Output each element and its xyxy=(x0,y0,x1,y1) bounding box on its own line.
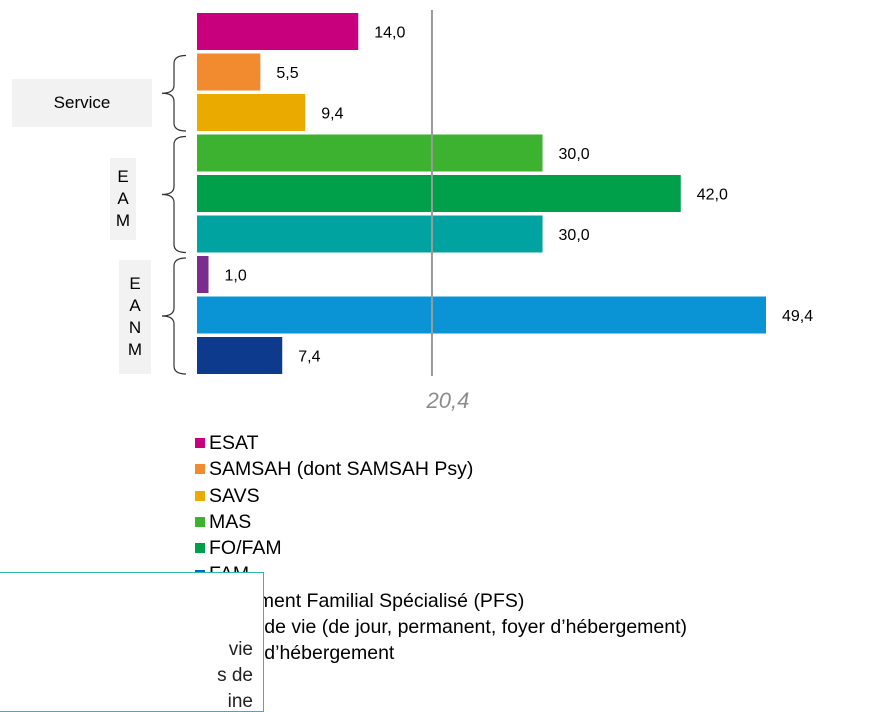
legend-item: ESAT xyxy=(195,430,687,456)
bar-mas xyxy=(197,135,543,172)
legend-item: SAVS xyxy=(195,483,687,509)
bar-foyer-d-h-bergement xyxy=(197,337,282,374)
reference-line-label: 20,4 xyxy=(426,388,470,413)
value-label: 49,4 xyxy=(782,308,813,325)
group-label-eam-letter: A xyxy=(117,188,128,210)
bar-esat xyxy=(197,13,358,50)
callout-text-line: vie xyxy=(229,639,253,661)
group-label-eanm-letter: A xyxy=(129,295,140,317)
chart-legend: ESAT SAMSAH (dont SAMSAH Psy) SAVS MAS FO/FA… xyxy=(195,430,687,667)
value-label: 7,4 xyxy=(298,349,320,366)
legend-item: FAM xyxy=(195,561,687,587)
legend-item: MAS xyxy=(195,509,687,535)
legend-swatch xyxy=(195,543,205,553)
group-label-eam-letter: M xyxy=(116,210,130,232)
legend-label: SAMSAH (dont SAMSAH Psy) xyxy=(209,456,473,482)
bar-samsah-dont-samsah-psy xyxy=(197,54,260,91)
group-label-eanm-letter: M xyxy=(128,339,142,361)
value-label: 5,5 xyxy=(276,65,298,82)
value-label: 30,0 xyxy=(559,227,590,244)
callout-text-line: ine xyxy=(228,691,253,712)
bar-savs xyxy=(197,94,305,131)
value-label: 42,0 xyxy=(697,187,728,204)
callout-text-line: s de xyxy=(217,665,253,687)
legend-label: MAS xyxy=(209,509,251,535)
brace-eam xyxy=(162,137,186,253)
legend-item: Placement Familial Spécialisé (PFS) xyxy=(195,588,687,614)
legend-swatch xyxy=(195,464,205,474)
group-braces xyxy=(162,56,186,375)
legend-label: SAVS xyxy=(209,483,260,509)
legend-item: FO/FAM xyxy=(195,535,687,561)
group-label-service: Service xyxy=(12,79,152,127)
bar-fo-fam xyxy=(197,175,681,212)
bar-fam xyxy=(197,216,543,253)
bar-placement-familial-sp-cialis-pfs xyxy=(197,256,209,293)
group-label-eam: E A M xyxy=(110,158,136,240)
brace-eanm xyxy=(162,258,186,374)
group-label-eanm: E A N M xyxy=(119,260,151,374)
legend-label: FO/FAM xyxy=(209,535,282,561)
value-label: 1,0 xyxy=(225,268,247,285)
legend-label: ESAT xyxy=(209,430,258,456)
legend-label: Foyer de vie (de jour, permanent, foyer … xyxy=(209,614,687,640)
brace-service xyxy=(162,56,186,132)
legend-item: Foyer d’hébergement xyxy=(195,640,687,666)
group-label-eam-letter: E xyxy=(117,166,128,188)
legend-item: SAMSAH (dont SAMSAH Psy) xyxy=(195,456,687,482)
value-label: 30,0 xyxy=(559,146,590,163)
legend-swatch xyxy=(195,491,205,501)
bar-foyer-de-vie-de-jour-permanent-foyer-d-h-bergement xyxy=(197,297,766,334)
value-label: 9,4 xyxy=(321,106,343,123)
legend-swatch xyxy=(195,438,205,448)
group-label-eanm-letter: N xyxy=(129,317,141,339)
callout-box: vie s de ine xyxy=(0,572,264,712)
group-label-service-text: Service xyxy=(54,93,111,113)
group-label-eanm-letter: E xyxy=(129,273,140,295)
value-label: 14,0 xyxy=(374,25,405,42)
legend-item: Foyer de vie (de jour, permanent, foyer … xyxy=(195,614,687,640)
legend-swatch xyxy=(195,517,205,527)
